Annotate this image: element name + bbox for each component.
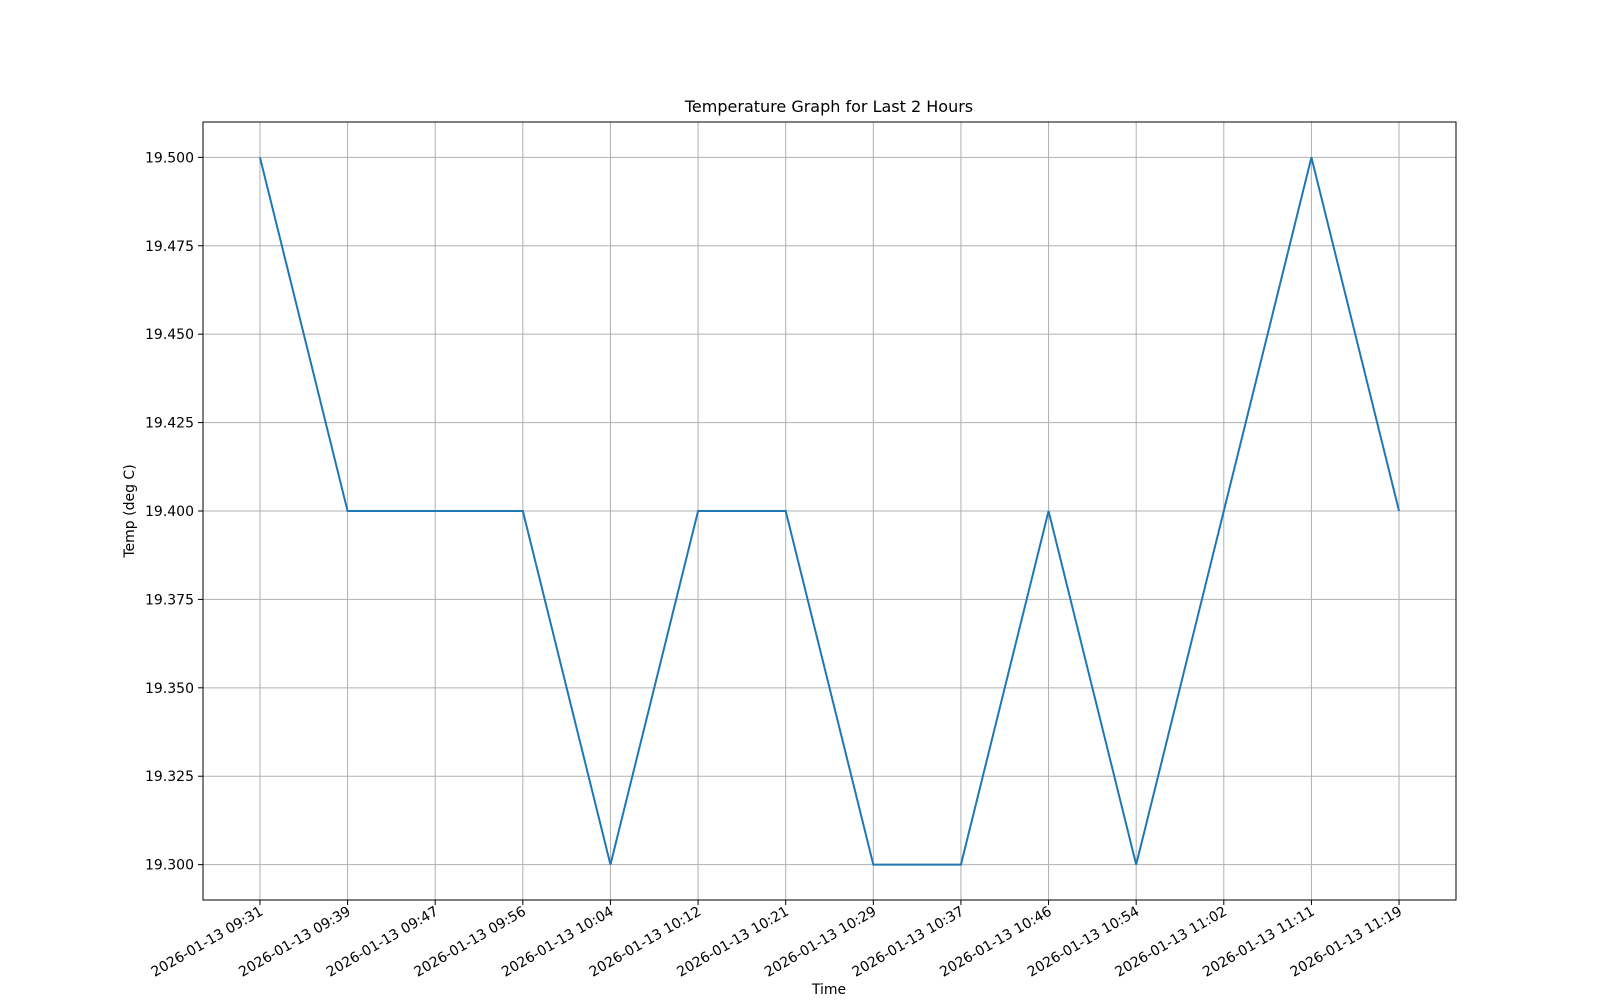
y-axis-label: Temp (deg C) — [122, 464, 138, 558]
x-axis-label: Time — [811, 982, 846, 998]
y-tick-label: 19.325 — [145, 769, 194, 785]
data-line — [258, 157, 1401, 866]
chart-title: Temperature Graph for Last 2 Hours — [684, 97, 973, 116]
y-tick-label: 19.375 — [145, 592, 194, 608]
y-tick-label: 19.425 — [145, 416, 194, 432]
plot-frame — [202, 121, 1457, 901]
y-tick-label: 19.400 — [145, 504, 194, 520]
y-tick-label: 19.450 — [145, 327, 194, 343]
y-tick-label: 19.350 — [145, 681, 194, 697]
y-tick-label: 19.300 — [145, 858, 194, 874]
y-tick-label: 19.475 — [145, 239, 194, 255]
y-tick-label: 19.500 — [145, 150, 194, 166]
